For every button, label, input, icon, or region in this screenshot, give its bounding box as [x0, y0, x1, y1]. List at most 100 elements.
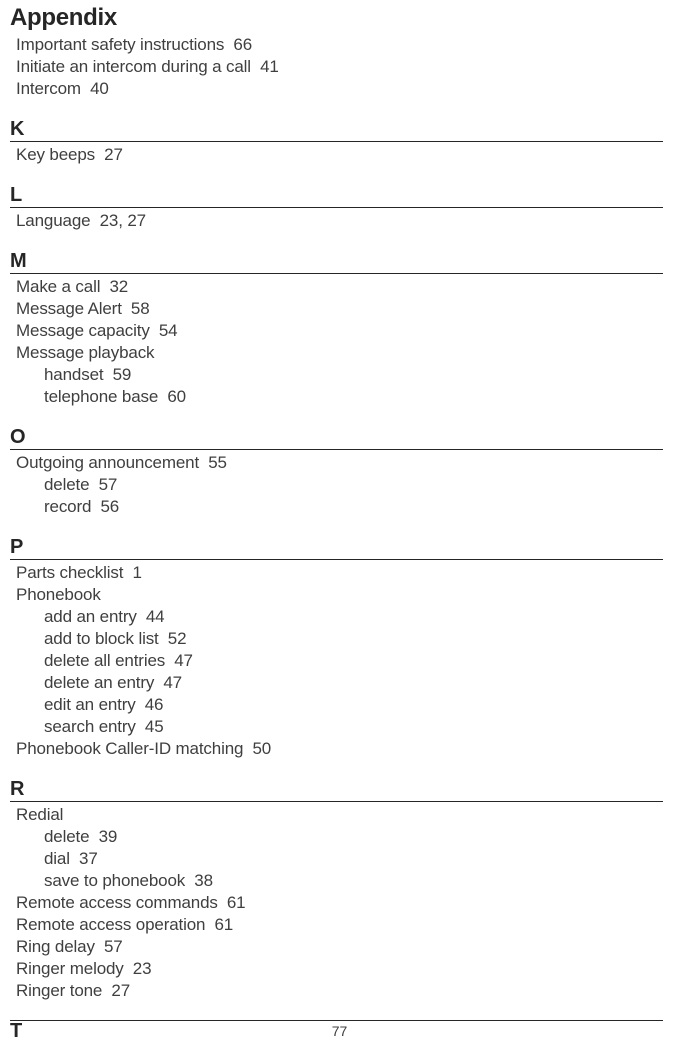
- index-entry: Remote access operation 61: [16, 914, 663, 936]
- index-entry-pages: 57: [89, 475, 117, 494]
- index-entry-pages: 44: [137, 607, 165, 626]
- appendix-index-page: Appendix Important safety instructions 6…: [0, 0, 679, 1043]
- index-entry: handset 59: [44, 364, 663, 386]
- section-rule: [10, 141, 663, 142]
- index-entry-label: dial: [44, 849, 70, 868]
- index-entry-label: Language: [16, 211, 90, 230]
- index-entry: delete 57: [44, 474, 663, 496]
- index-entry: Message capacity 54: [16, 320, 663, 342]
- index-entry-label: Initiate an intercom during a call: [16, 57, 251, 76]
- index-entry-pages: 55: [199, 453, 227, 472]
- section-rule: [10, 449, 663, 450]
- index-entry-label: delete: [44, 475, 89, 494]
- index-letter: L: [10, 184, 663, 207]
- index-entry-label: Message Alert: [16, 299, 122, 318]
- index-entry-pages: 38: [185, 871, 213, 890]
- index-entry: delete all entries 47: [44, 650, 663, 672]
- index-entry: Initiate an intercom during a call 41: [16, 56, 663, 78]
- index-entry-pages: 45: [136, 717, 164, 736]
- index-entry: edit an entry 46: [44, 694, 663, 716]
- index-entry: Message Alert 58: [16, 298, 663, 320]
- index-entry-label: record: [44, 497, 91, 516]
- index-entry-label: Redial: [16, 805, 63, 824]
- index-entry-label: Remote access operation: [16, 915, 205, 934]
- index-entry-label: delete an entry: [44, 673, 154, 692]
- index-entry: Ringer melody 23: [16, 958, 663, 980]
- index-sections: Important safety instructions 66Initiate…: [10, 34, 663, 1043]
- index-entry-label: Parts checklist: [16, 563, 123, 582]
- index-entry-pages: 61: [205, 915, 233, 934]
- index-entry-label: handset: [44, 365, 103, 384]
- index-entry-label: Make a call: [16, 277, 100, 296]
- index-entry-label: Key beeps: [16, 145, 95, 164]
- index-entry-pages: 47: [165, 651, 193, 670]
- index-entry-label: Intercom: [16, 79, 81, 98]
- index-entry-label: Outgoing announcement: [16, 453, 199, 472]
- index-entry-pages: 1: [123, 563, 141, 582]
- index-entry-pages: 50: [243, 739, 271, 758]
- page-title: Appendix: [10, 4, 663, 32]
- section-rule: [10, 273, 663, 274]
- page-number: 77: [0, 1023, 679, 1039]
- index-entry: Redial: [16, 804, 663, 826]
- index-entry-label: delete: [44, 827, 89, 846]
- index-entry-pages: 40: [81, 79, 109, 98]
- index-entry-label: add to block list: [44, 629, 159, 648]
- index-entry: Make a call 32: [16, 276, 663, 298]
- index-entry-pages: 60: [158, 387, 186, 406]
- index-entry-pages: 27: [95, 145, 123, 164]
- index-entry-label: delete all entries: [44, 651, 165, 670]
- index-entry-label: telephone base: [44, 387, 158, 406]
- index-entry-pages: 23: [124, 959, 152, 978]
- index-entry-label: Phonebook Caller-ID matching: [16, 739, 243, 758]
- index-entry: dial 37: [44, 848, 663, 870]
- index-entry: delete an entry 47: [44, 672, 663, 694]
- index-entry-pages: 61: [218, 893, 246, 912]
- index-letter: O: [10, 426, 663, 449]
- index-letter: K: [10, 118, 663, 141]
- index-entries: Make a call 32Message Alert 58Message ca…: [16, 276, 663, 408]
- index-entry-label: edit an entry: [44, 695, 136, 714]
- index-entry-label: Message playback: [16, 343, 154, 362]
- index-entries: Redialdelete 39dial 37save to phonebook …: [16, 804, 663, 1002]
- index-entry: Outgoing announcement 55: [16, 452, 663, 474]
- index-entry-label: add an entry: [44, 607, 137, 626]
- index-entry: save to phonebook 38: [44, 870, 663, 892]
- index-entry-label: Phonebook: [16, 585, 101, 604]
- index-entry: Important safety instructions 66: [16, 34, 663, 56]
- index-entry-label: Message capacity: [16, 321, 150, 340]
- index-entry: record 56: [44, 496, 663, 518]
- index-entry: Ring delay 57: [16, 936, 663, 958]
- index-entry-pages: 54: [150, 321, 178, 340]
- index-entry: add an entry 44: [44, 606, 663, 628]
- index-entry: Parts checklist 1: [16, 562, 663, 584]
- section-rule: [10, 801, 663, 802]
- index-entry-pages: 32: [100, 277, 128, 296]
- index-entries: Parts checklist 1Phonebookadd an entry 4…: [16, 562, 663, 760]
- index-entry-pages: 52: [159, 629, 187, 648]
- index-entries: Language 23, 27: [16, 210, 663, 232]
- index-entry-label: save to phonebook: [44, 871, 185, 890]
- index-entry-label: Important safety instructions: [16, 35, 224, 54]
- footer-rule: [10, 1020, 663, 1021]
- index-entry: Message playback: [16, 342, 663, 364]
- index-entry: Phonebook: [16, 584, 663, 606]
- index-entry: add to block list 52: [44, 628, 663, 650]
- index-entry-pages: 41: [251, 57, 279, 76]
- index-entry-pages: 56: [91, 497, 119, 516]
- section-rule: [10, 559, 663, 560]
- index-entry-pages: 39: [89, 827, 117, 846]
- index-entries: Important safety instructions 66Initiate…: [16, 34, 663, 100]
- index-entry: telephone base 60: [44, 386, 663, 408]
- index-letter: M: [10, 250, 663, 273]
- index-entry: Key beeps 27: [16, 144, 663, 166]
- index-entry-label: Ringer melody: [16, 959, 124, 978]
- index-entry-pages: 23, 27: [90, 211, 146, 230]
- index-entry-pages: 37: [70, 849, 98, 868]
- index-entry-label: Ringer tone: [16, 981, 102, 1000]
- index-entry: delete 39: [44, 826, 663, 848]
- index-entry-pages: 58: [122, 299, 150, 318]
- index-entry-pages: 59: [103, 365, 131, 384]
- index-letter: R: [10, 778, 663, 801]
- index-entry-label: Ring delay: [16, 937, 95, 956]
